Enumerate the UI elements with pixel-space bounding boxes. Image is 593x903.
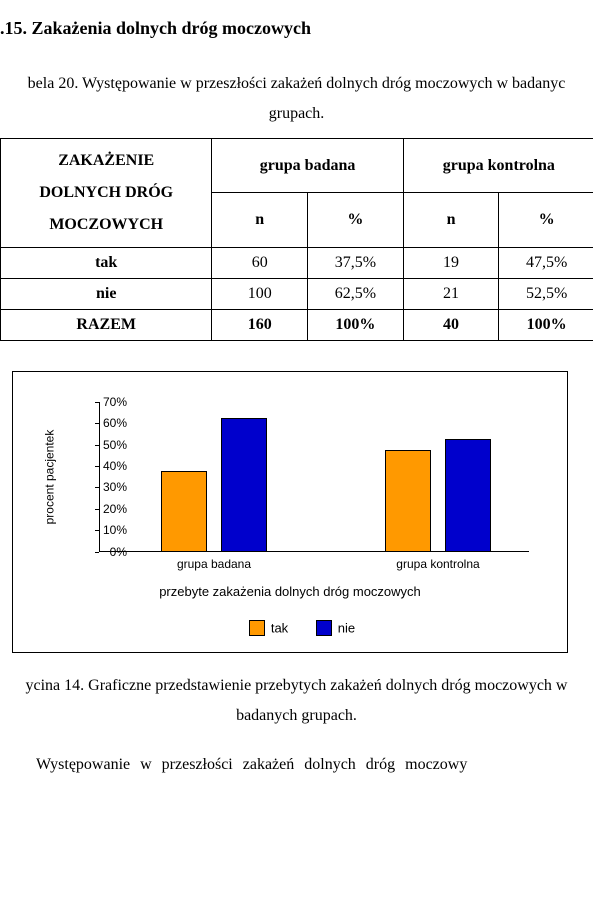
- cell: 100: [212, 278, 308, 309]
- figure-caption-l1: ycina 14. Graficzne przedstawienie przeb…: [26, 677, 568, 694]
- cell: 37,5%: [308, 247, 404, 278]
- row-label: tak: [1, 247, 212, 278]
- cell: 160: [212, 309, 308, 340]
- table-header-row-1: ZAKAŻENIE DOLNYCH DRÓG MOCZOWYCH grupa b…: [1, 138, 593, 193]
- figure-caption: ycina 14. Graficzne przedstawienie przeb…: [10, 671, 583, 732]
- cell: 52,5%: [499, 278, 593, 309]
- cell: 100%: [499, 309, 593, 340]
- row-label: nie: [1, 278, 212, 309]
- table-caption-l1: bela 20. Występowanie w przeszłości zaka…: [28, 75, 566, 92]
- section-title: .15. Zakażenia dolnych dróg moczowych: [0, 0, 593, 39]
- bar-tak: [161, 471, 207, 551]
- table-caption: bela 20. Występowanie w przeszłości zaka…: [0, 69, 593, 130]
- bar-nie: [445, 439, 491, 552]
- group1-header: grupa badana: [212, 138, 403, 193]
- x-axis-title: przebyte zakażenia dolnych dróg moczowyc…: [13, 584, 567, 599]
- table-caption-l2: grupach.: [269, 105, 325, 122]
- table-row: nie 100 62,5% 21 52,5%: [1, 278, 593, 309]
- bar-tak: [385, 450, 431, 552]
- category-label: grupa badana: [177, 557, 251, 571]
- g1-pct: %: [308, 193, 404, 248]
- cell: 40: [403, 309, 499, 340]
- y-tick-label: 60%: [87, 416, 127, 430]
- cell: 100%: [308, 309, 404, 340]
- cell: 19: [403, 247, 499, 278]
- cell: 60: [212, 247, 308, 278]
- row-label: RAZEM: [1, 309, 212, 340]
- table-stub-header: ZAKAŻENIE DOLNYCH DRÓG MOCZOWYCH: [1, 138, 212, 247]
- legend-swatch-nie: [316, 620, 332, 636]
- y-axis-title: procent pacjentek: [41, 402, 57, 552]
- bar-chart: procent pacjentek grupa badanagrupa kont…: [12, 371, 568, 653]
- legend-swatch-tak: [249, 620, 265, 636]
- bar-nie: [221, 418, 267, 552]
- y-tick-label: 10%: [87, 523, 127, 537]
- g1-n: n: [212, 193, 308, 248]
- y-tick-label: 70%: [87, 395, 127, 409]
- figure-caption-l2: badanych grupach.: [236, 707, 357, 724]
- stub-l1: ZAKAŻENIE: [58, 152, 154, 169]
- legend-label: nie: [338, 620, 355, 635]
- group2-header: grupa kontrolna: [403, 138, 593, 193]
- stub-l3: MOCZOWYCH: [49, 216, 163, 233]
- y-tick-label: 20%: [87, 502, 127, 516]
- legend-label: tak: [271, 620, 288, 635]
- category-label: grupa kontrolna: [396, 557, 479, 571]
- body-paragraph: Występowanie w przeszłości zakażeń dolny…: [0, 756, 593, 774]
- stub-l2: DOLNYCH DRÓG: [39, 184, 173, 201]
- g2-n: n: [403, 193, 499, 248]
- y-tick-label: 40%: [87, 459, 127, 473]
- g2-pct: %: [499, 193, 593, 248]
- y-tick-label: 50%: [87, 438, 127, 452]
- chart-legend: tak nie: [13, 620, 567, 638]
- data-table: ZAKAŻENIE DOLNYCH DRÓG MOCZOWYCH grupa b…: [0, 138, 593, 341]
- table-row: RAZEM 160 100% 40 100%: [1, 309, 593, 340]
- y-tick-label: 30%: [87, 480, 127, 494]
- plot-area: grupa badanagrupa kontrolna: [99, 402, 529, 552]
- cell: 62,5%: [308, 278, 404, 309]
- cell: 47,5%: [499, 247, 593, 278]
- cell: 21: [403, 278, 499, 309]
- table-row: tak 60 37,5% 19 47,5%: [1, 247, 593, 278]
- y-tick-label: 0%: [87, 545, 127, 559]
